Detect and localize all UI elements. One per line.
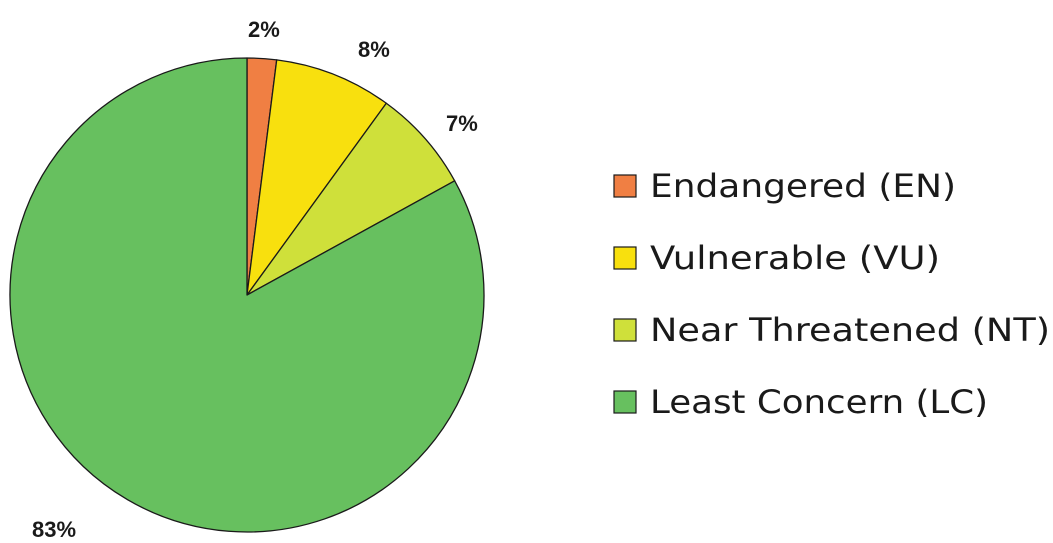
legend-label-endangered: Endangered (EN) bbox=[650, 167, 956, 205]
legend-swatch-vulnerable bbox=[613, 246, 637, 270]
legend-label-least-concern: Least Concern (LC) bbox=[650, 383, 988, 421]
legend-label-vulnerable: Vulnerable (VU) bbox=[650, 239, 940, 277]
data-label-endangered: 2% bbox=[248, 17, 280, 42]
legend-label-near-threatened: Near Threatened (NT) bbox=[650, 311, 1050, 349]
legend-swatch-near-threatened bbox=[613, 318, 637, 342]
pie-data-labels: 2% 8% 7% 83% bbox=[32, 17, 478, 542]
pie-slice-vulnerable bbox=[246, 59, 387, 296]
legend: Endangered (EN) Vulnerable (VU) Near Threa… bbox=[613, 167, 1050, 421]
legend-item-endangered: Endangered (EN) bbox=[613, 167, 956, 205]
pie-slice-near-threatened bbox=[246, 102, 456, 296]
data-label-near-threatened: 7% bbox=[446, 111, 478, 136]
legend-swatch-least-concern bbox=[613, 390, 637, 414]
legend-item-least-concern: Least Concern (LC) bbox=[613, 383, 988, 421]
legend-item-vulnerable: Vulnerable (VU) bbox=[613, 239, 940, 277]
legend-item-near-threatened: Near Threatened (NT) bbox=[613, 311, 1050, 349]
data-label-least-concern: 83% bbox=[32, 517, 76, 542]
pie-slices bbox=[9, 57, 485, 533]
legend-swatch-endangered bbox=[613, 174, 637, 198]
data-label-vulnerable: 8% bbox=[358, 37, 390, 62]
pie-slice-least-concern bbox=[9, 57, 485, 533]
